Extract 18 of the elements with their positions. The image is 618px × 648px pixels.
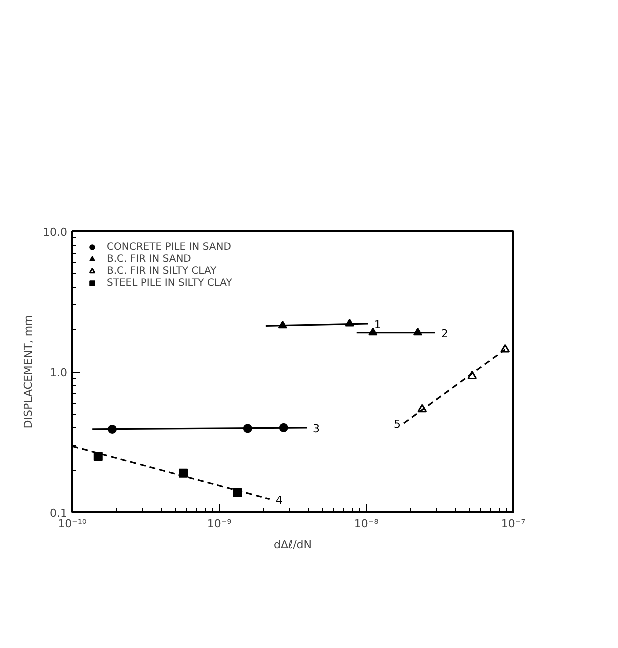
y-tick-label: 10.0 [43,226,68,239]
y-tick-label: 1.0 [50,366,68,380]
annotation: 2 [441,327,448,340]
legend-label: B.C. FIR IN SAND [107,253,192,265]
annotation: 4 [276,494,283,507]
x-axis-title: dΔℓ/dN [274,538,312,552]
x-tick-label: 10⁻¹⁰ [58,518,88,530]
annotation: 3 [313,422,320,436]
legend-label: STEEL PILE IN SILTY CLAY [107,277,232,289]
x-tick-label: 10⁻⁸ [354,518,380,530]
y-axis-title: DISPLACEMENT, mm [22,315,36,429]
annotation: 1 [374,318,382,332]
y-tick-label: 0.1 [50,507,68,520]
x-tick-label: 10⁻⁹ [207,518,232,530]
legend-label: B.C. FIR IN SILTY CLAY [107,265,217,277]
legend-label: CONCRETE PILE IN SAND [107,241,232,253]
annotation: 5 [394,418,402,431]
x-tick-label: 10⁻⁷ [501,518,526,530]
